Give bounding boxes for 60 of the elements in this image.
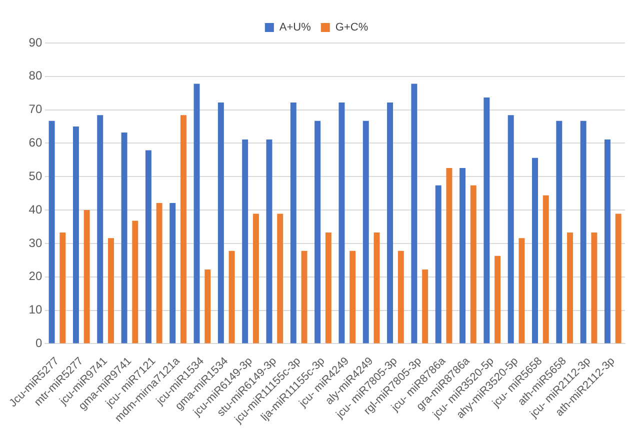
y-tick-label: 0 [35,336,42,350]
bar [494,256,501,344]
y-tick-label: 80 [28,68,42,83]
bar [591,232,598,344]
bar [277,214,284,344]
y-tick-label: 60 [28,136,42,150]
bar [145,150,152,344]
bar [518,238,525,344]
bar [567,232,574,344]
legend-label: A+U% [279,22,312,34]
bar [290,102,296,344]
bar [604,140,610,344]
y-tick-label: 30 [28,236,42,250]
bar [325,232,332,344]
y-tick-label: 50 [28,168,42,183]
bar [508,115,514,344]
bar [387,102,394,344]
bar [301,250,308,344]
bar [252,214,259,344]
bar [84,210,90,344]
y-tick-label: 10 [28,302,42,317]
bar [121,132,128,344]
bar [72,126,79,344]
bar [97,115,104,344]
y-tick-label: 90 [28,35,42,50]
bar [460,168,466,344]
bar [362,120,369,344]
bar [204,270,211,344]
bar [374,232,380,344]
bar [532,158,538,344]
y-tick-label: 40 [28,202,42,216]
bar [398,250,404,344]
bar [108,238,114,344]
bar [266,140,272,344]
bar [484,97,490,344]
bar [180,115,186,344]
bar [132,220,138,344]
bar [350,250,356,344]
y-tick-label: 20 [28,269,42,284]
bar [48,120,55,344]
bar [542,195,549,344]
bar [422,270,428,344]
bar [580,120,586,344]
bar [338,102,345,344]
bar [194,84,200,344]
legend-label: G+C% [335,22,368,34]
bar [470,185,476,344]
bar [60,232,66,344]
y-tick-label: 70 [28,102,42,116]
bar [170,203,176,344]
bar [411,84,418,344]
bar [218,102,224,344]
bar [314,120,321,344]
bar [435,185,442,344]
bar [446,168,452,344]
bar [615,214,622,344]
bar [556,120,562,344]
bar [242,140,248,344]
bar [156,203,162,344]
bar [228,250,235,344]
